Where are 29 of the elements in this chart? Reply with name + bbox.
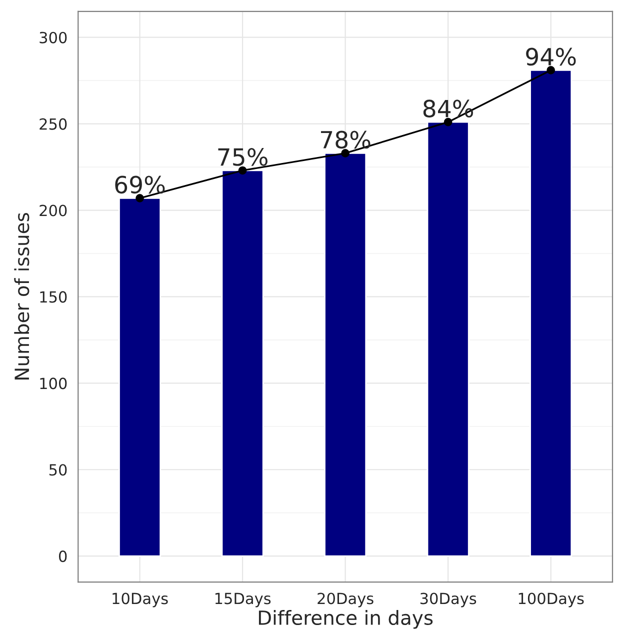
annotation: 69%	[115, 176, 165, 194]
y-tick-label: 50	[49, 464, 67, 476]
point	[444, 118, 452, 126]
bar	[118, 197, 162, 557]
x-tick-label: 10Days	[112, 592, 168, 608]
x-tick-label: 100Days	[518, 592, 584, 608]
x-axis-title: Difference in days	[258, 610, 433, 629]
x-tick-label: 15Days	[215, 592, 271, 608]
point	[341, 149, 350, 158]
y-axis-title: Number of issues	[14, 213, 30, 380]
point	[136, 194, 144, 202]
y-tick-label: 200	[40, 204, 67, 216]
y-tick-label: 300	[40, 32, 67, 44]
y-tick-label: 150	[40, 291, 67, 303]
point	[238, 166, 247, 175]
annotation: 78%	[321, 130, 370, 149]
bar	[324, 152, 367, 557]
bar	[221, 170, 264, 557]
y-tick-label: 100	[40, 378, 67, 390]
bar	[530, 70, 572, 557]
annotation: 84%	[423, 100, 474, 118]
y-tick-label: 0	[58, 550, 67, 562]
x-tick-label: 20Days	[318, 592, 374, 608]
point	[546, 66, 556, 74]
bar	[426, 121, 470, 557]
annotation: 75%	[218, 148, 268, 166]
y-tick-label: 250	[40, 118, 67, 130]
x-tick-label: 30Days	[420, 592, 476, 608]
annotation: 94%	[526, 48, 576, 66]
